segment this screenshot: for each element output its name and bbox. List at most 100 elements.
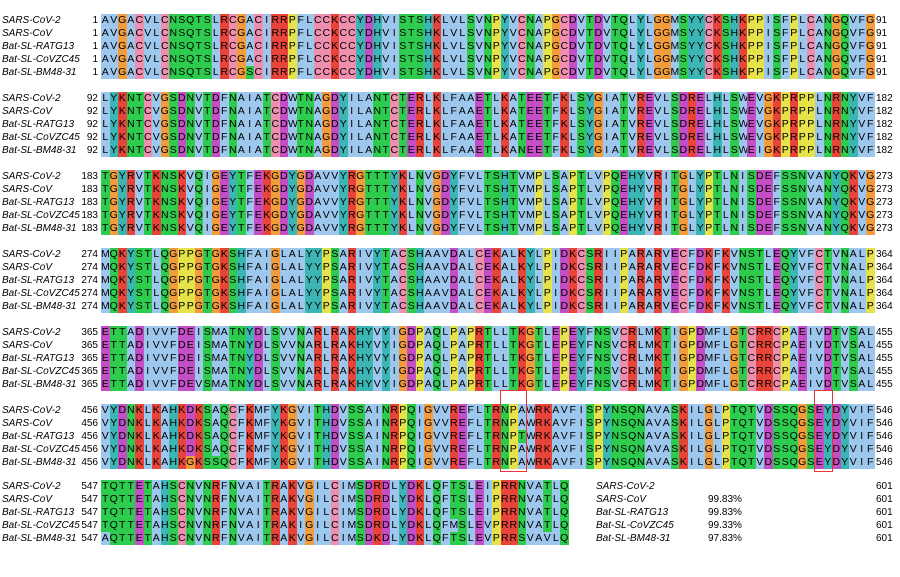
- residue: K: [721, 274, 730, 287]
- residue: H: [713, 144, 722, 157]
- residue: V: [798, 287, 807, 300]
- residue: D: [381, 493, 390, 506]
- start-position: 456: [81, 431, 98, 442]
- residue: N: [373, 118, 382, 131]
- residue: A: [815, 196, 824, 209]
- residue: P: [415, 378, 424, 391]
- residue: F: [585, 326, 594, 339]
- residue: E: [220, 183, 229, 196]
- residue: V: [373, 365, 382, 378]
- residue: A: [645, 300, 654, 313]
- residue: A: [254, 118, 263, 131]
- residue: A: [509, 118, 518, 131]
- residue: Q: [628, 443, 637, 456]
- residue: A: [534, 519, 543, 532]
- residue: E: [483, 287, 492, 300]
- residue: V: [373, 326, 382, 339]
- residue: A: [126, 352, 135, 365]
- residue: L: [279, 248, 288, 261]
- residue: S: [781, 222, 790, 235]
- residue: V: [381, 40, 390, 53]
- residue: R: [347, 222, 356, 235]
- residue: M: [704, 352, 713, 365]
- residue: A: [424, 248, 433, 261]
- residue: T: [126, 493, 135, 506]
- residue: G: [118, 40, 127, 53]
- residue: S: [203, 456, 212, 469]
- residue: E: [568, 326, 577, 339]
- residue: P: [619, 287, 628, 300]
- residue: N: [738, 248, 747, 261]
- residue: S: [271, 365, 280, 378]
- residue: K: [704, 300, 713, 313]
- residue: K: [500, 131, 509, 144]
- residue: V: [653, 404, 662, 417]
- residue: V: [288, 339, 297, 352]
- residue: N: [823, 105, 832, 118]
- residue: A: [560, 222, 569, 235]
- residue: D: [449, 261, 458, 274]
- residue: R: [271, 519, 280, 532]
- residue: K: [679, 404, 688, 417]
- residue: A: [458, 144, 467, 157]
- residue: Q: [560, 519, 569, 532]
- residue: L: [143, 404, 152, 417]
- residue: K: [543, 430, 552, 443]
- residue: L: [713, 443, 722, 456]
- residue: V: [798, 274, 807, 287]
- residue: D: [364, 53, 373, 66]
- residue: E: [186, 365, 195, 378]
- residue: A: [313, 183, 322, 196]
- residue: I: [738, 170, 747, 183]
- residue: P: [398, 404, 407, 417]
- residue: V: [424, 222, 433, 235]
- residue: V: [330, 183, 339, 196]
- residue: V: [832, 287, 841, 300]
- residue: S: [585, 404, 594, 417]
- residue: S: [747, 261, 756, 274]
- residue: L: [636, 339, 645, 352]
- residue: K: [568, 287, 577, 300]
- residue: S: [747, 196, 756, 209]
- residue: V: [194, 105, 203, 118]
- residue: S: [679, 27, 688, 40]
- residue: Q: [840, 196, 849, 209]
- residue: C: [177, 480, 186, 493]
- residue: G: [866, 40, 875, 53]
- residue: S: [415, 53, 424, 66]
- residue: C: [806, 14, 815, 27]
- residue: P: [721, 430, 730, 443]
- residue: S: [772, 14, 781, 27]
- residue: F: [713, 378, 722, 391]
- residue: N: [186, 144, 195, 157]
- residue: S: [619, 417, 628, 430]
- residue: Y: [840, 443, 849, 456]
- residue: D: [441, 196, 450, 209]
- residue: Y: [696, 40, 705, 53]
- residue: H: [713, 105, 722, 118]
- residue: A: [339, 365, 348, 378]
- residue: P: [186, 248, 195, 261]
- residue: E: [670, 261, 679, 274]
- residue: S: [585, 261, 594, 274]
- residue: Y: [245, 339, 254, 352]
- residue: A: [466, 118, 475, 131]
- residue: G: [704, 456, 713, 469]
- residue: A: [152, 480, 161, 493]
- residue: A: [152, 519, 161, 532]
- residue: K: [517, 274, 526, 287]
- residue: P: [747, 53, 756, 66]
- residue: N: [126, 118, 135, 131]
- residue: N: [798, 222, 807, 235]
- residue: R: [347, 261, 356, 274]
- residue: N: [517, 519, 526, 532]
- residue: L: [585, 209, 594, 222]
- residue: G: [160, 144, 169, 157]
- residue: N: [500, 443, 509, 456]
- residue: N: [126, 131, 135, 144]
- identity-species: SARS-CoV: [596, 494, 647, 505]
- residue: E: [526, 118, 535, 131]
- residue: P: [543, 287, 552, 300]
- start-position: 183: [81, 184, 98, 195]
